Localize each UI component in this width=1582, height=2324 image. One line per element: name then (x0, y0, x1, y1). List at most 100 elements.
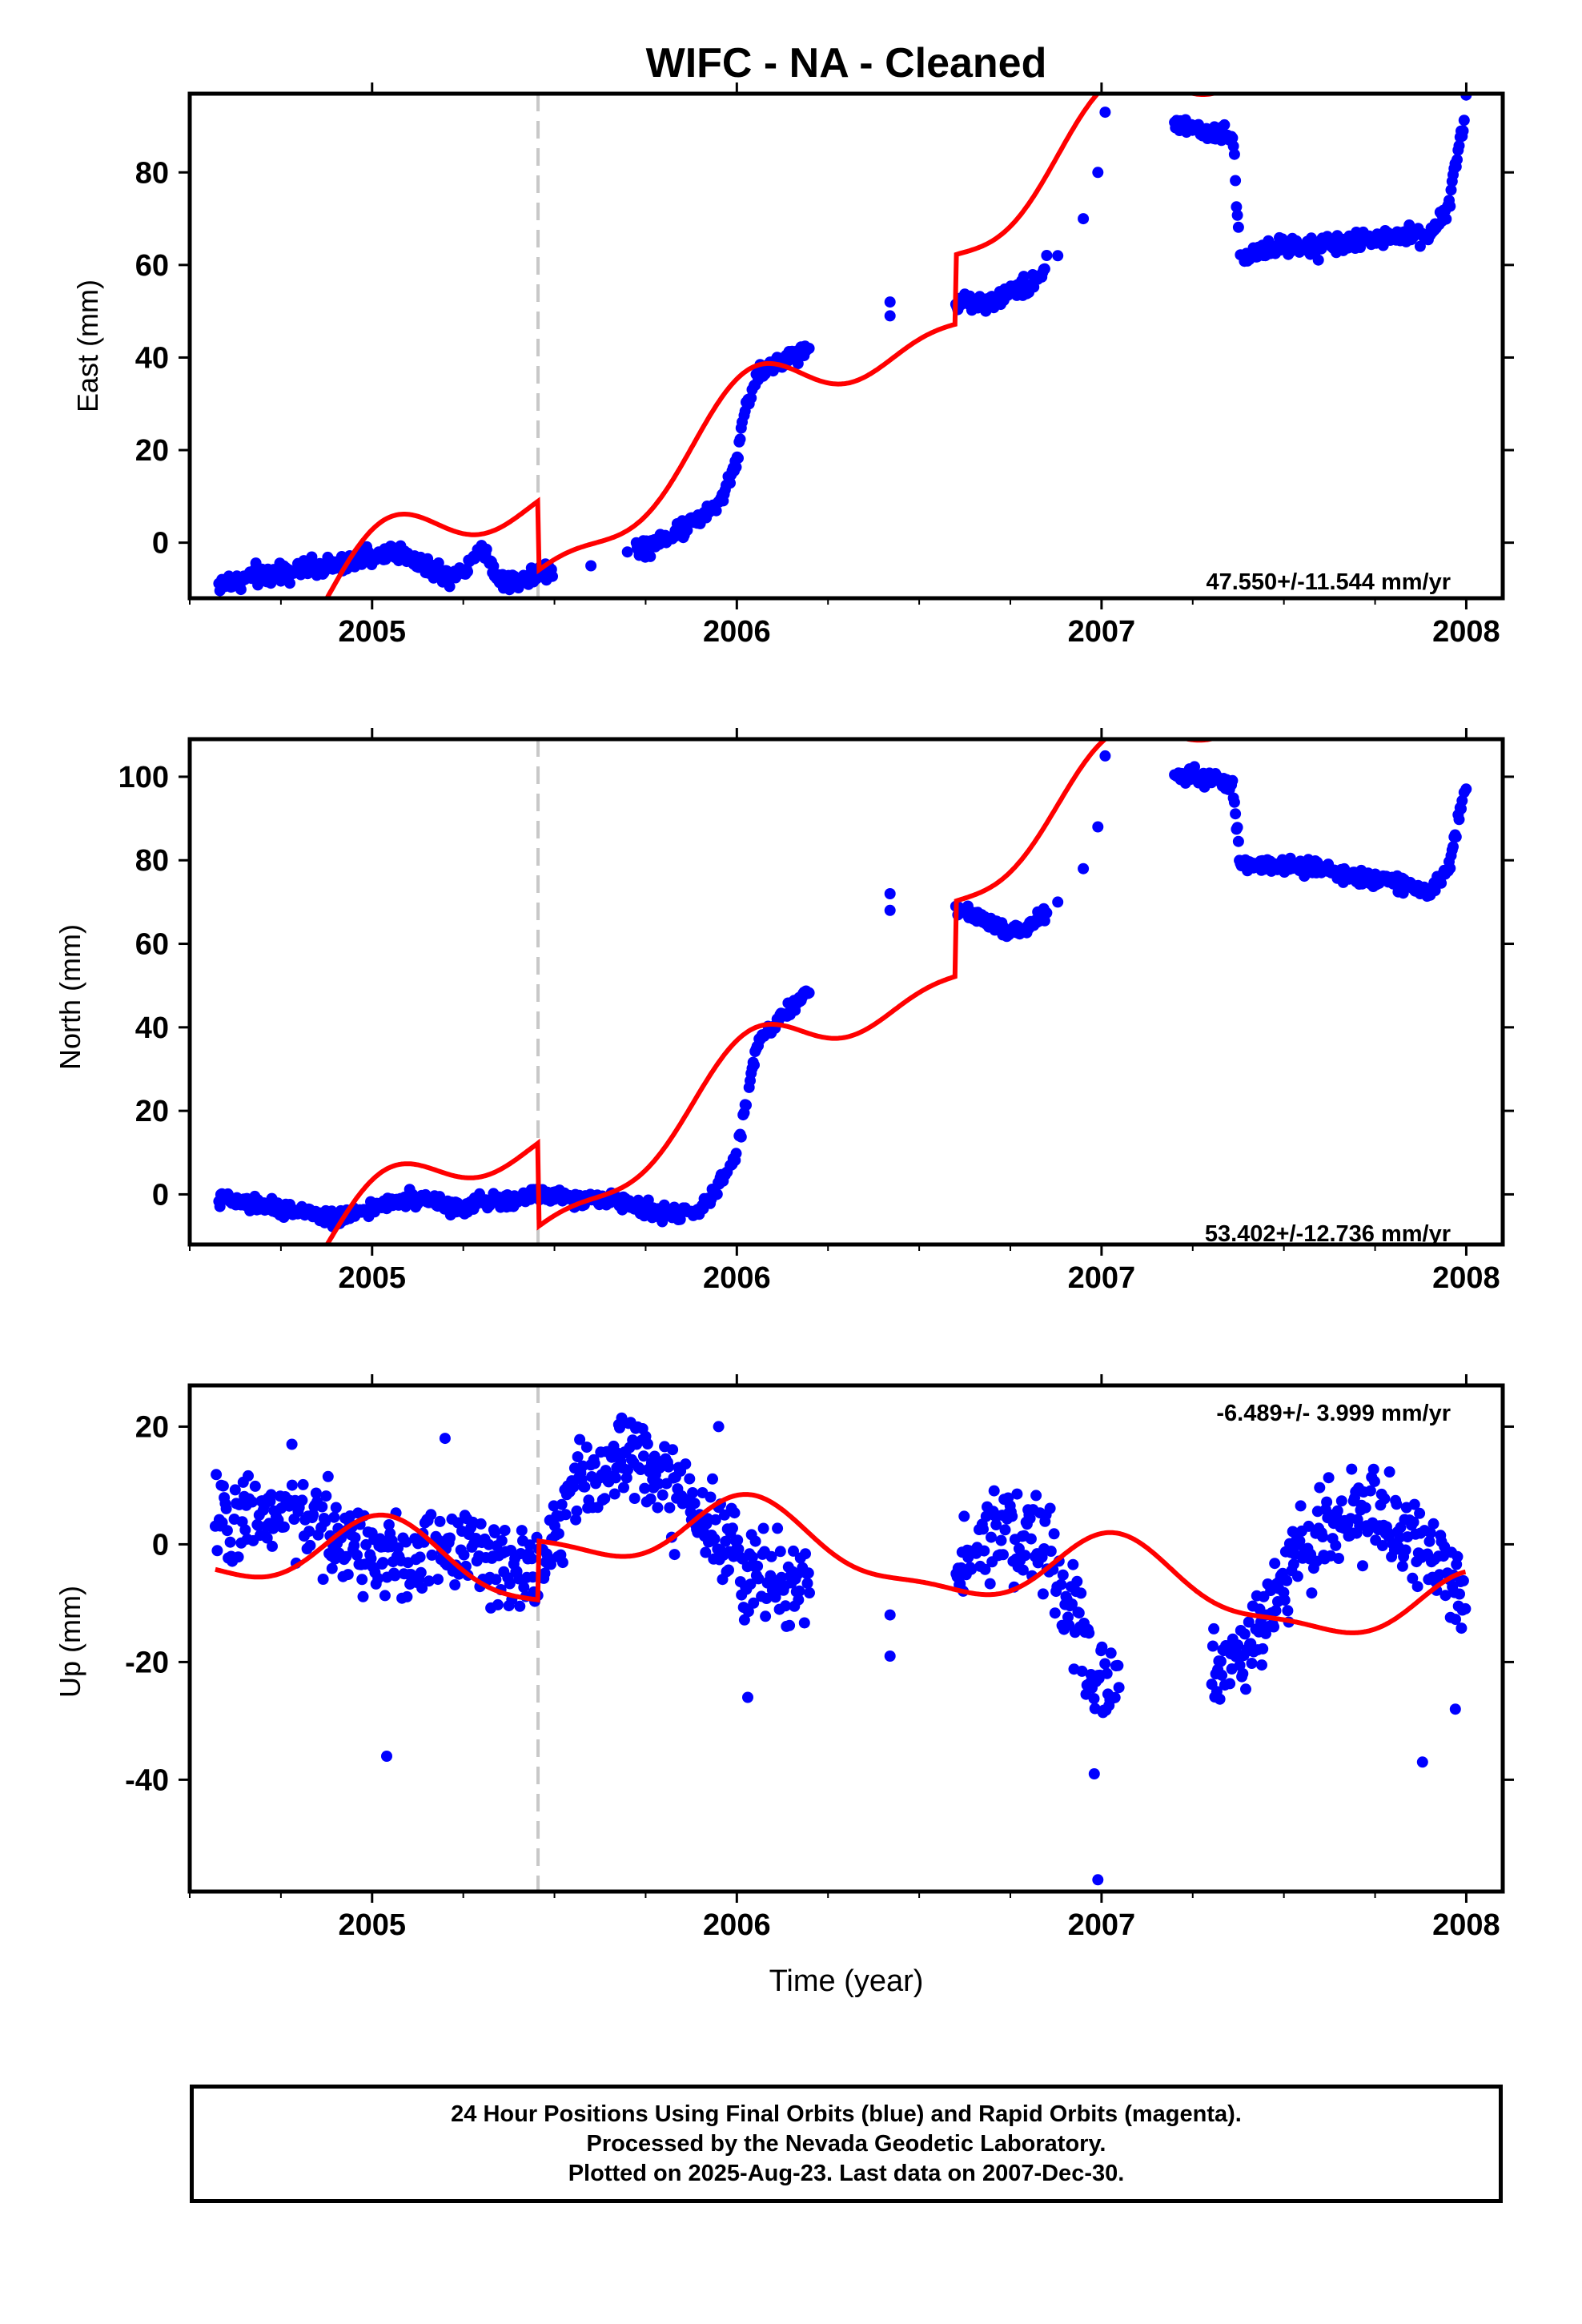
up-point (1232, 1639, 1244, 1651)
up-point (958, 1510, 970, 1522)
up-point (998, 1549, 1009, 1561)
east-point (1092, 167, 1104, 179)
up-point (504, 1578, 516, 1590)
up-point (516, 1525, 528, 1537)
up-point (475, 1518, 487, 1530)
north-x-tick-label: 2007 (1068, 1261, 1136, 1295)
up-point (614, 1421, 625, 1433)
up-point (802, 1567, 814, 1579)
up-point (1105, 1647, 1117, 1659)
up-point (641, 1438, 653, 1449)
up-point (1268, 1621, 1279, 1633)
up-point (1006, 1510, 1018, 1522)
up-point (1407, 1516, 1419, 1528)
east-point (1230, 175, 1242, 187)
up-point (340, 1550, 352, 1562)
up-point (628, 1493, 640, 1504)
up-panel: Up (mm) -6.489+/- 3.999 mm/yr 2005 2006 20… (54, 1374, 1514, 1942)
up-point (1391, 1498, 1403, 1510)
up-y-tick-label: -20 (125, 1646, 169, 1679)
up-y-tick-label: 0 (152, 1528, 169, 1562)
up-point (1411, 1581, 1423, 1593)
east-point (1219, 119, 1231, 131)
up-point (568, 1481, 580, 1493)
up-point (499, 1525, 511, 1536)
north-point (1099, 750, 1111, 762)
east-y-tick-label: 60 (135, 249, 169, 283)
up-point (1207, 1640, 1219, 1652)
up-point (1368, 1475, 1380, 1487)
up-point (1376, 1540, 1388, 1551)
up-point (360, 1538, 372, 1550)
up-point (1076, 1665, 1088, 1677)
caption-line-dates: Plotted on 2025-Aug-23. Last data on 200… (568, 2160, 1125, 2186)
north-y-tick-label: 40 (135, 1011, 169, 1045)
north-plot-frame (187, 737, 1505, 1247)
up-point (310, 1487, 322, 1499)
up-point (372, 1573, 384, 1584)
up-model-curve (215, 1492, 1467, 1635)
up-point (774, 1546, 786, 1558)
up-point (1454, 1588, 1465, 1600)
east-plot-frame (187, 91, 1505, 601)
up-point (1257, 1642, 1269, 1655)
up-point (1044, 1502, 1056, 1514)
north-point (1456, 803, 1467, 814)
up-x-tick-label: 2006 (703, 1908, 771, 1942)
up-point (319, 1516, 331, 1528)
up-point (492, 1598, 504, 1610)
up-point (1383, 1466, 1395, 1478)
up-point (524, 1539, 536, 1551)
up-point (753, 1573, 765, 1585)
up-point (1269, 1558, 1281, 1570)
up-point (776, 1571, 788, 1583)
up-point (356, 1574, 368, 1586)
up-point (265, 1489, 277, 1501)
up-point (545, 1558, 556, 1570)
up-point (1075, 1587, 1087, 1599)
up-point (526, 1553, 538, 1565)
east-point (1227, 140, 1239, 152)
up-outlier-point (1416, 1756, 1428, 1768)
east-y-tick-label: 20 (135, 434, 169, 468)
east-point (235, 584, 247, 596)
up-x-tick-label: 2008 (1432, 1908, 1500, 1942)
up-point (1045, 1546, 1057, 1557)
up-point (1096, 1641, 1108, 1653)
up-point (738, 1614, 750, 1626)
up-point (1359, 1502, 1371, 1514)
east-point (1099, 107, 1111, 119)
up-point (217, 1480, 229, 1492)
up-point (1279, 1594, 1291, 1606)
up-point (1083, 1627, 1095, 1639)
up-y-tick-label: -40 (125, 1763, 169, 1797)
up-plot-frame (187, 1383, 1505, 1894)
up-point (434, 1515, 446, 1527)
up-point (303, 1526, 315, 1538)
north-model-curve (324, 739, 1219, 1244)
up-point (652, 1502, 664, 1514)
up-point (1367, 1463, 1379, 1475)
up-point (1071, 1575, 1083, 1587)
east-point (745, 392, 757, 404)
up-point (1396, 1560, 1408, 1572)
north-point (1444, 862, 1456, 875)
up-point (1314, 1482, 1326, 1494)
up-point (1323, 1472, 1335, 1484)
up-point (1208, 1622, 1220, 1634)
up-point (243, 1470, 254, 1482)
up-point (798, 1617, 810, 1629)
up-point (556, 1498, 568, 1510)
east-point (1052, 250, 1064, 262)
x-axis-title: Time (year) (769, 1964, 924, 1998)
north-point (400, 1200, 412, 1212)
up-point (365, 1553, 377, 1565)
east-point (462, 565, 473, 577)
north-panel: North (mm) 53.402+/-12.736 mm/yr 2005 200… (54, 728, 1514, 1295)
up-point (749, 1535, 761, 1547)
up-point (1423, 1535, 1435, 1547)
up-point (746, 1551, 758, 1563)
up-point (211, 1545, 223, 1557)
east-point (306, 551, 318, 563)
up-point (599, 1493, 611, 1505)
